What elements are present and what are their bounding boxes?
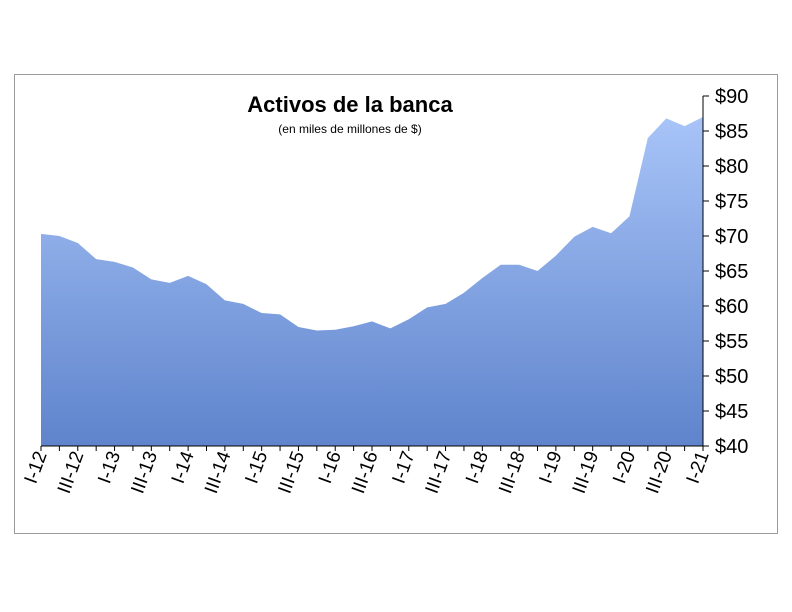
chart-title: Activos de la banca — [247, 92, 453, 117]
x-tick-label: III-17 — [422, 449, 457, 497]
x-axis: I-12 III-12 I-13 III-13 I-14 III-14 I-15 III-15… — [21, 445, 714, 497]
y-tick-label: $80 — [715, 156, 748, 178]
x-tick-label: III-16 — [348, 449, 383, 497]
y-tick-label: $70 — [715, 226, 748, 248]
chart-svg: $40$45$50$55$60$65$70$75$80$85$90 I-12 II… — [21, 86, 749, 497]
chart-frame: $40 $45 $50 $55 $60 $65 $70 $75 $80 $85 $90 I-12 II… — [14, 74, 778, 534]
y-tick-label: $75 — [715, 191, 748, 213]
x-tick-label: I-16 — [315, 449, 346, 487]
y-tick-label: $60 — [715, 296, 748, 318]
y-tick-label: $40 — [715, 436, 748, 458]
x-tick-label: I-12 — [21, 449, 52, 487]
x-tick-label: I-20 — [609, 449, 640, 487]
x-tick-label: III-12 — [54, 449, 89, 497]
y-tick-label: $90 — [715, 86, 748, 108]
x-tick-label: I-17 — [389, 449, 420, 487]
y-tick-label: $85 — [715, 121, 748, 143]
x-tick-label: III-15 — [275, 449, 310, 497]
y-tick-label: $50 — [715, 366, 748, 388]
x-tick-label: III-13 — [127, 449, 162, 497]
chart-subtitle: (en miles de millones de $) — [278, 122, 421, 136]
x-tick-label: I-21 — [683, 449, 714, 487]
x-tick-label: I-14 — [168, 448, 199, 486]
x-tick-label: I-19 — [536, 449, 567, 487]
x-tick-label: III-19 — [569, 449, 604, 497]
area-series — [41, 117, 703, 446]
x-tick-label: III-20 — [642, 449, 677, 497]
y-axis: $40 $45 $50 $55 $60 $65 $70 $75 $80 $85 $90 — [702, 86, 748, 458]
y-tick-label: $55 — [715, 331, 748, 353]
y-tick-label: $65 — [715, 261, 748, 283]
x-tick-label: I-13 — [94, 449, 125, 487]
x-tick-label: I-15 — [241, 449, 272, 487]
y-tick-label: $45 — [715, 401, 748, 423]
x-tick-label: I-18 — [462, 449, 493, 487]
x-tick-label: III-18 — [495, 449, 530, 497]
x-tick-label: III-14 — [201, 448, 236, 496]
